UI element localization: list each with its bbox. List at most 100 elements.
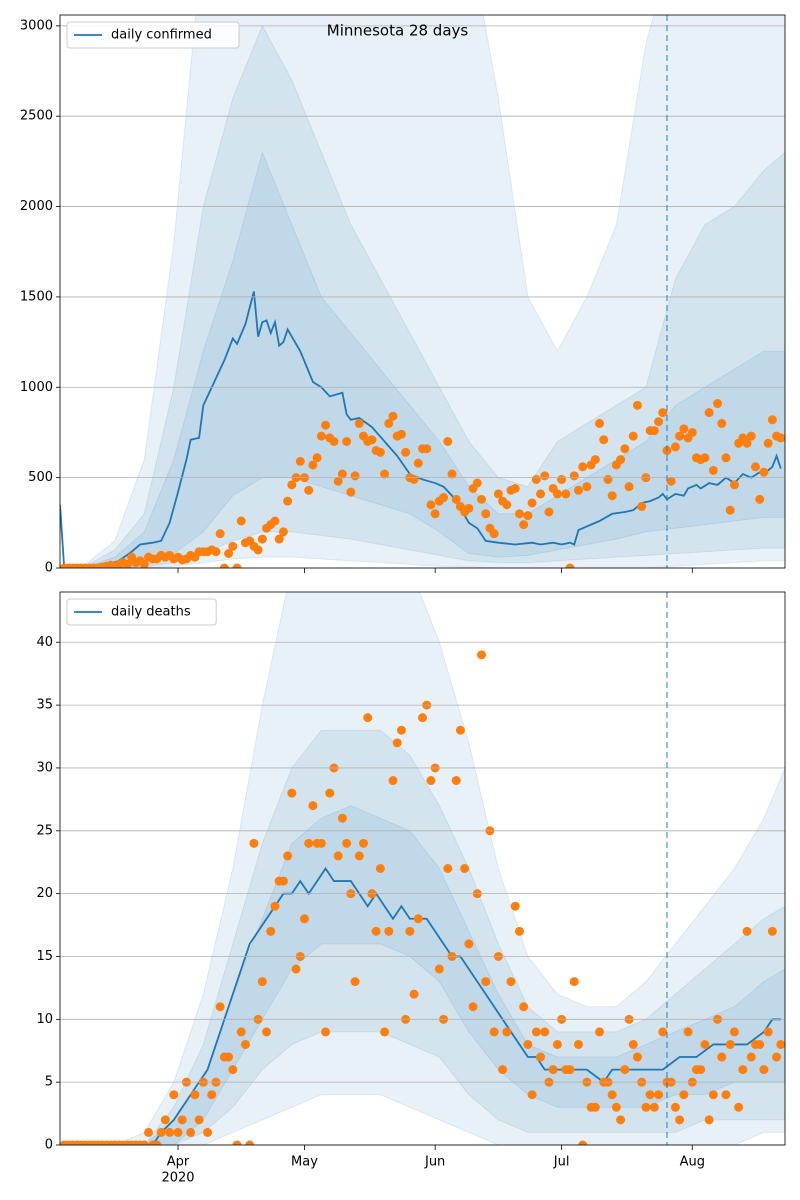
confidence-band	[60, 729, 785, 1145]
data-point	[746, 1052, 756, 1062]
data-point	[152, 1140, 162, 1145]
data-point	[333, 851, 343, 861]
data-point	[527, 498, 537, 508]
x-tick-label: Jul	[553, 1155, 570, 1170]
legend-label: daily deaths	[111, 605, 191, 620]
data-point	[725, 505, 735, 515]
data-point	[595, 418, 605, 428]
y-tick-label: 2000	[20, 199, 53, 214]
data-point	[278, 527, 288, 537]
axes-frame	[59, 14, 786, 569]
data-point	[426, 776, 436, 786]
x-tick-label: Apr	[167, 1155, 190, 1170]
data-point	[333, 476, 343, 486]
y-tick-label: 35	[36, 698, 53, 713]
y-tick-label: 500	[28, 470, 53, 485]
data-point	[232, 563, 242, 568]
data-point	[380, 469, 390, 479]
y-tick-label: 15	[36, 949, 53, 964]
data-point	[354, 418, 364, 428]
data-point	[173, 1127, 183, 1137]
data-point	[321, 1027, 331, 1037]
series-line	[60, 291, 782, 568]
data-point	[409, 474, 419, 484]
data-point	[536, 1052, 546, 1062]
data-point	[384, 418, 394, 428]
data-point	[569, 977, 579, 987]
data-point	[274, 534, 284, 544]
data-point	[165, 1127, 175, 1137]
data-point	[477, 650, 487, 660]
data-point	[443, 864, 453, 873]
x-tick-label: May	[291, 1155, 318, 1170]
data-point	[679, 1090, 689, 1100]
data-point	[514, 926, 524, 936]
data-point	[675, 431, 685, 441]
data-point	[510, 901, 520, 911]
data-point	[236, 1027, 246, 1037]
data-point	[375, 447, 385, 457]
data-point	[493, 489, 503, 499]
data-point	[443, 436, 453, 446]
data-point	[249, 838, 259, 848]
data-point	[531, 474, 541, 484]
data-point	[194, 1115, 204, 1125]
data-point	[321, 420, 331, 430]
data-point	[316, 838, 326, 848]
data-point	[169, 1090, 179, 1100]
data-point	[519, 1002, 529, 1012]
data-point	[455, 725, 465, 735]
data-point	[409, 989, 419, 999]
data-point	[713, 399, 723, 409]
data-point	[122, 559, 132, 568]
data-point	[670, 442, 680, 452]
data-point	[595, 1027, 605, 1037]
data-point	[346, 487, 356, 497]
data-point	[540, 1027, 550, 1037]
data-point	[670, 1102, 680, 1112]
data-point	[363, 713, 373, 723]
y-tick-label: 30	[36, 760, 53, 775]
data-point	[304, 485, 314, 495]
data-point	[536, 489, 546, 499]
data-point	[160, 1115, 170, 1125]
data-point	[451, 776, 461, 786]
data-point	[628, 431, 638, 441]
data-point	[742, 926, 752, 936]
data-point	[325, 788, 335, 798]
data-point	[721, 1090, 731, 1100]
data-point	[578, 462, 588, 472]
data-point	[750, 462, 760, 472]
data-point	[405, 926, 415, 936]
data-point	[540, 471, 550, 481]
data-point	[557, 474, 567, 484]
data-point	[270, 901, 280, 911]
data-point	[704, 1115, 714, 1125]
data-point	[548, 1065, 558, 1075]
data-point	[616, 1115, 626, 1125]
data-point	[738, 1065, 748, 1075]
data-point	[607, 491, 617, 501]
data-point	[464, 503, 474, 513]
data-point	[287, 480, 297, 490]
chart-title: Minnesota 28 days	[327, 22, 469, 40]
data-point	[704, 408, 714, 418]
x-tick-sublabel: 2020	[161, 1171, 194, 1186]
y-tick-label: 1000	[20, 380, 53, 395]
data-point	[413, 458, 423, 468]
data-point	[156, 1127, 166, 1137]
data-point	[177, 1115, 187, 1125]
data-point	[514, 509, 524, 519]
data-point	[481, 977, 491, 987]
data-point	[708, 1090, 718, 1100]
data-point	[729, 480, 739, 490]
data-point	[228, 541, 238, 551]
data-point	[717, 418, 727, 428]
data-point	[763, 438, 773, 448]
data-point	[224, 1052, 234, 1062]
data-point	[641, 1102, 651, 1112]
data-point	[607, 1090, 617, 1100]
data-point	[742, 438, 752, 448]
data-point	[582, 482, 592, 492]
